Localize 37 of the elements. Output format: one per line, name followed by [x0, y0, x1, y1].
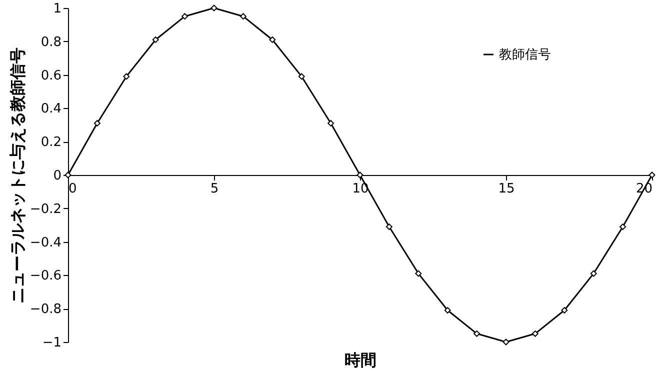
- legend-label: 教師信号: [499, 48, 551, 62]
- y-tick-label: −0.2: [30, 202, 62, 217]
- x-tick-label: 5: [210, 182, 219, 196]
- point: [269, 36, 276, 43]
- y-tick-label: 0.8: [40, 34, 62, 50]
- y-tick-label: −0.4: [30, 235, 62, 250]
- point: [328, 120, 334, 126]
- point: [356, 172, 364, 178]
- point: [648, 172, 656, 178]
- y-tick-label: −1: [42, 336, 62, 350]
- point: [152, 36, 159, 43]
- point: [182, 13, 188, 20]
- point: [94, 120, 100, 126]
- y-tick-label: 0.2: [40, 135, 62, 150]
- y-tick-label: 0: [53, 168, 62, 184]
- point: [561, 307, 568, 314]
- point: [620, 224, 626, 230]
- y-tick-label: 0.4: [40, 102, 62, 117]
- point: [123, 73, 130, 80]
- point: [502, 338, 510, 346]
- point: [474, 330, 480, 337]
- point: [415, 270, 422, 277]
- y-tick-label: 0.6: [40, 68, 62, 84]
- point: [444, 307, 451, 314]
- y-tick-label: −0.6: [30, 268, 62, 284]
- point: [298, 73, 305, 80]
- y-tick-label: −0.8: [30, 302, 62, 318]
- x-tick-label: 15: [498, 182, 515, 196]
- point: [590, 270, 597, 277]
- x-axis-title: 時間: [344, 350, 376, 370]
- point: [210, 4, 218, 12]
- point: [532, 330, 538, 337]
- y-axis-title: ニューラルネットに与える教師信号: [8, 48, 27, 304]
- y-tick-label: 1: [53, 2, 62, 16]
- x-tick-label: 0: [68, 182, 77, 196]
- point: [240, 13, 246, 20]
- point: [386, 224, 392, 230]
